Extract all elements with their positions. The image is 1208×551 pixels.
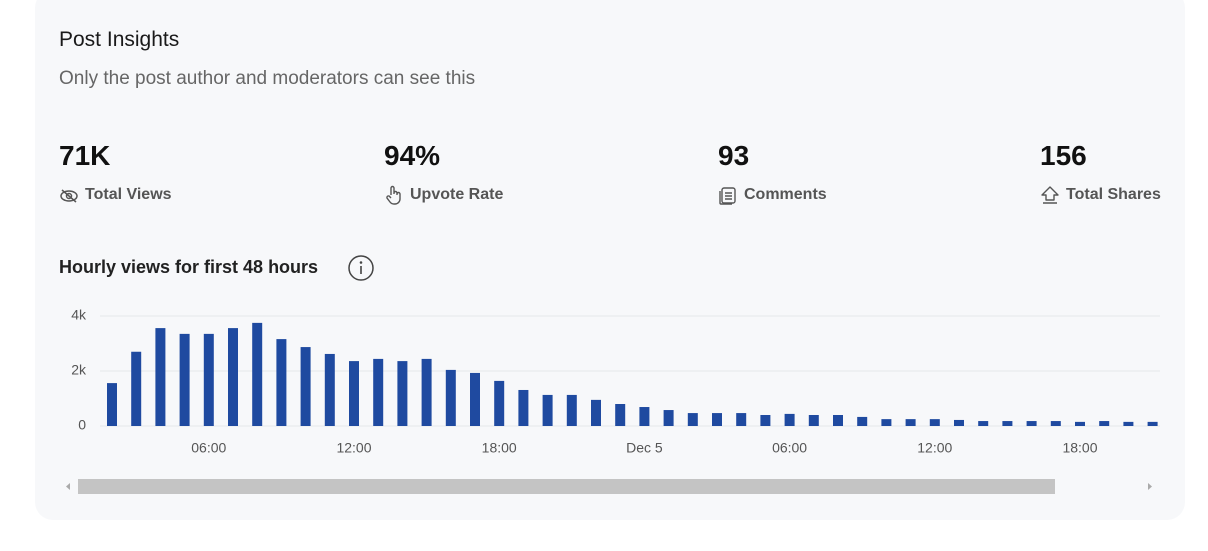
hand-icon xyxy=(386,185,401,205)
x-tick-label: 06:00 xyxy=(191,440,226,456)
bar xyxy=(131,351,142,426)
bar xyxy=(470,372,480,426)
insights-card xyxy=(35,0,1185,520)
bar xyxy=(687,413,698,426)
title: Post Insights xyxy=(59,28,180,51)
bar xyxy=(107,383,117,426)
bar xyxy=(881,419,892,426)
stat-label: Upvote Rate xyxy=(384,185,503,205)
bar xyxy=(712,413,722,426)
label: Comments xyxy=(744,186,827,203)
bar xyxy=(639,407,650,426)
scrollbar-thumb[interactable] xyxy=(78,479,1055,494)
bar xyxy=(179,333,190,426)
bar xyxy=(542,394,553,426)
bar xyxy=(760,415,771,426)
bar xyxy=(591,399,601,426)
x-tick-label: Dec 5 xyxy=(626,440,663,456)
bar xyxy=(663,410,674,426)
bar xyxy=(1075,421,1085,426)
bar xyxy=(1099,421,1110,426)
share-icon xyxy=(1041,186,1059,204)
y-tick-label: 2k xyxy=(71,362,87,378)
bar xyxy=(494,380,505,426)
label: Total Views xyxy=(85,186,172,203)
bar xyxy=(566,394,577,426)
bar xyxy=(518,389,529,426)
eye-icon xyxy=(60,189,78,203)
scroll-left[interactable] xyxy=(66,483,70,490)
bar xyxy=(1050,421,1061,426)
bar xyxy=(954,419,964,426)
y-tick-label: 0 xyxy=(78,417,86,433)
label: Upvote Rate xyxy=(410,186,504,203)
bar xyxy=(155,328,166,426)
bar xyxy=(857,416,868,426)
y-tick-label: 4k xyxy=(71,307,87,323)
stat-label: Total Shares xyxy=(1040,185,1161,205)
stat-value: 93 xyxy=(718,140,750,171)
scroll-right[interactable] xyxy=(1148,483,1152,490)
bar xyxy=(228,328,238,426)
bar xyxy=(324,353,335,426)
bar xyxy=(808,415,819,426)
x-tick-label: 12:00 xyxy=(917,440,952,456)
bar xyxy=(929,419,940,426)
stat-value: 71K xyxy=(59,140,111,171)
bar xyxy=(1123,421,1134,426)
x-tick-label: 12:00 xyxy=(336,440,371,456)
bar xyxy=(905,419,916,426)
stat-label: Total Views xyxy=(59,185,172,205)
x-tick-label: 18:00 xyxy=(482,440,517,456)
bar xyxy=(445,369,456,426)
bar xyxy=(978,421,989,426)
stat-value: 94% xyxy=(384,140,441,171)
bar xyxy=(1026,421,1037,426)
subtitle: Only the post author and moderators can … xyxy=(59,68,476,89)
bar xyxy=(1147,421,1158,426)
x-tick-label: 18:00 xyxy=(1062,440,1097,456)
x-tick-label: 06:00 xyxy=(772,440,807,456)
bar xyxy=(397,361,408,426)
bar xyxy=(784,413,795,426)
bar xyxy=(300,347,311,426)
comments-icon xyxy=(719,187,736,205)
bar xyxy=(252,322,263,426)
bar xyxy=(373,358,384,426)
bar xyxy=(833,415,843,426)
label: Total Shares xyxy=(1066,186,1161,203)
bar xyxy=(615,404,626,426)
bar xyxy=(276,339,287,426)
chart-title: Hourly views for first 48 hours xyxy=(59,257,319,277)
bar xyxy=(421,358,432,426)
stat-value: 156 xyxy=(1040,140,1087,171)
info-icon[interactable] xyxy=(347,254,375,282)
bar xyxy=(349,361,359,426)
bar xyxy=(1002,421,1013,426)
stat-label: Comments xyxy=(718,185,827,205)
bar xyxy=(203,333,214,426)
bar xyxy=(736,413,747,426)
